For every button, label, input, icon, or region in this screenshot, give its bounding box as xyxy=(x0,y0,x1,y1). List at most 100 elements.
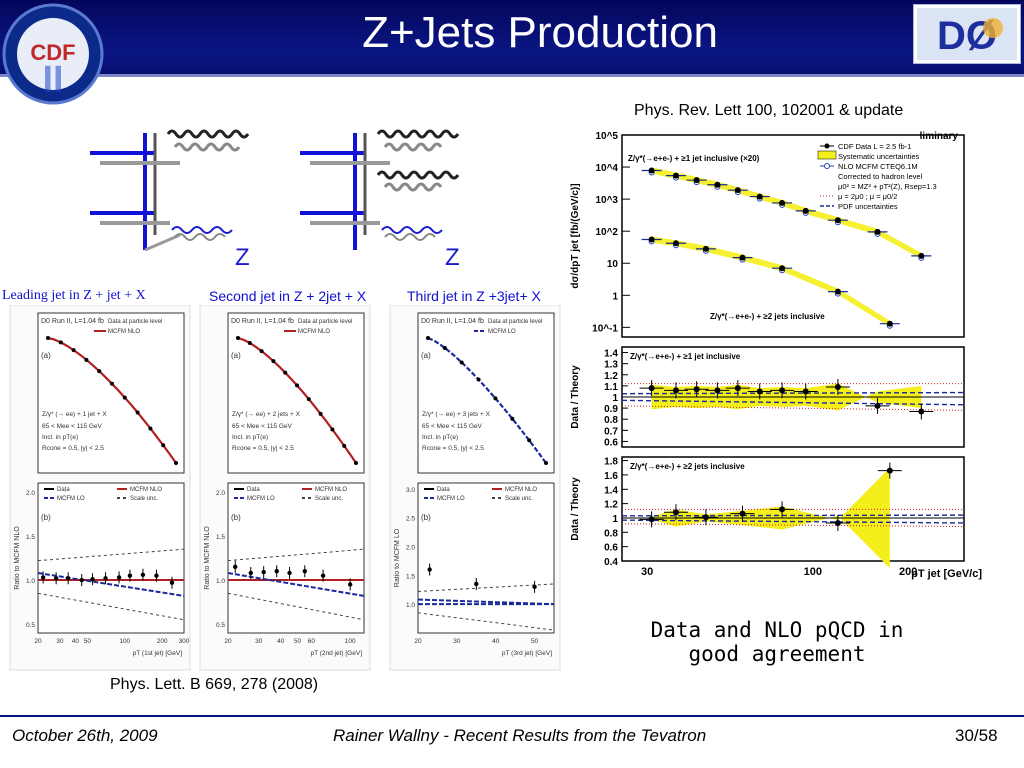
d0-ratio-xtick: 20 xyxy=(414,638,422,645)
cdf-top-ytick: 10^2 xyxy=(595,227,618,238)
cdf-ratio-2jet-ytick: 0.6 xyxy=(604,543,618,554)
d0-ratio-legend-label: MCFM LO xyxy=(437,496,465,502)
cdf-ratio-1jet-point xyxy=(672,387,679,394)
d0-ratio-lo-line xyxy=(417,598,555,606)
cdf-legend-label: μ = 2μ0 ; μ = μ0/2 xyxy=(838,192,897,201)
d0-ratio-xtick: 50 xyxy=(531,638,539,645)
d0-ratio-frame xyxy=(417,482,555,634)
cdf-legend-label: CDF Data L = 2.5 fb-1 xyxy=(838,142,911,151)
d0-header: D0 Run II, L=1.04 fb xyxy=(41,318,104,325)
leading-jet-caption: Leading jet in Z + jet + X xyxy=(2,288,146,303)
d0-xsec-point xyxy=(259,349,264,354)
d0-top-frame xyxy=(227,312,365,474)
d0-xsec-point xyxy=(97,369,102,374)
d0-scale-unc-lower xyxy=(227,592,365,621)
cdf-legend-entry: CDF Data L = 2.5 fb-1 xyxy=(820,142,911,151)
cdf-top-ytick: 10^3 xyxy=(595,195,618,206)
cdf-ratio-1jet-ytick: 0.7 xyxy=(604,426,618,437)
cdf-1jet-label: Z/γ*(→e+e-) + ≥1 jet inclusive (×20) xyxy=(628,154,760,163)
d0-ratio-legend-label: MCFM NLO xyxy=(505,487,537,493)
d0-xsec-point xyxy=(174,461,178,465)
d0-scale-unc-upper xyxy=(417,583,555,592)
d0-ratio-legend-label: MCFM NLO xyxy=(315,487,347,493)
d0-cut-label: 65 < Mee < 115 GeV xyxy=(422,423,483,430)
d0-cut-label: Incl. in pT(e) xyxy=(42,434,78,441)
cdf-legend-label: Systematic uncertainties xyxy=(838,152,920,161)
cdf-ratio-1jet-pdf-lower xyxy=(621,399,965,406)
cdf-ratio-2jet-point xyxy=(702,514,709,521)
d0-ratio-legend-label: MCFM LO xyxy=(57,496,85,502)
d0-cut-label: Rcone = 0.5, |y| < 2.5 xyxy=(422,445,484,452)
cdf-ratio-1jet-point xyxy=(802,388,809,395)
cdf-legend-swatch xyxy=(824,143,830,149)
d0-xsec-point xyxy=(71,348,76,353)
cdf-ratio-2jet-point xyxy=(648,516,655,523)
d0-ratio-xtick: 300 xyxy=(179,638,190,645)
d0-ratio-point xyxy=(169,580,175,585)
cdf-data-point xyxy=(693,177,700,184)
d0-ratio-legend-label: Data xyxy=(437,487,450,493)
d0-process-label: Z/γ* (→ ee) + 3 jets + X xyxy=(422,411,491,418)
d0-ratio-point xyxy=(127,573,133,578)
d0-xsec-point xyxy=(271,359,276,364)
d0-panel-1: D0 Run II, L=1.04 fb (a) Data at particle … xyxy=(9,305,191,671)
cdf-ratio-2jet-ytick: 0.8 xyxy=(604,528,618,539)
d0-xsec-point xyxy=(135,410,140,415)
cdf-ratio-2jet-ylabel: Data / Theory xyxy=(570,477,581,541)
d0-xsec-point xyxy=(442,345,447,350)
cdf-ratio-1jet-scale-lower xyxy=(621,405,965,411)
d0-scale-unc-upper xyxy=(37,548,185,562)
d0-ratio-xlabel: pT (1st jet) [GeV] xyxy=(133,650,183,657)
d0-xsec-point xyxy=(306,397,311,402)
d0-xsec-point xyxy=(493,396,498,401)
z-boson-label-1: Z xyxy=(235,244,250,271)
cdf-ratio-2jet-point xyxy=(886,467,893,474)
d0-ratio-ytick: 1.0 xyxy=(26,578,35,585)
d0-ratio-point xyxy=(287,570,292,576)
cdf-data-point xyxy=(874,228,881,235)
d0-ratio-xtick: 200 xyxy=(157,638,168,645)
d0-ratio-ytick: 1.0 xyxy=(406,602,415,609)
cdf-ratio-2jet-point xyxy=(672,509,679,516)
cdf-xtick: 200 xyxy=(899,566,917,578)
cdf-data-point xyxy=(779,265,786,272)
d0-ratio-xlabel: pT (2nd jet) [GeV] xyxy=(310,650,362,657)
d0-ratio-frame xyxy=(227,482,365,634)
cdf-top-ytick: 10^4 xyxy=(595,163,618,174)
cdf-ratio-2jet-ytick: 1 xyxy=(612,514,618,525)
cdf-ratio-1jet-ytick: 0.6 xyxy=(604,437,618,448)
cdf-logo-text: CDF xyxy=(30,40,75,65)
cdf-xlabel: pT jet [GeV/c] xyxy=(911,568,982,580)
cdf-ratio-1jet-pdf-upper xyxy=(621,391,965,395)
d0-ratio-point xyxy=(53,576,59,581)
d0-ratio-legend-label: Data xyxy=(57,487,70,493)
d0-ratio-point xyxy=(474,581,479,587)
cdf-data-point xyxy=(739,254,746,261)
d0-scale-unc-lower xyxy=(417,612,555,631)
d0-plots: D0 Run II, L=1.04 fb (a) Data at particle … xyxy=(9,305,561,671)
d0-ratio-lo-line xyxy=(37,572,185,597)
cdf-ratio-2jet-ytick: 1.8 xyxy=(604,457,618,468)
cdf-top-frame xyxy=(621,134,965,338)
cdf-ratio-1jet-ytick: 1.3 xyxy=(604,360,618,371)
d0-ratio-point xyxy=(261,569,266,575)
d0-process-label: Z/γ* (→ ee) + 2 jets + X xyxy=(232,411,301,418)
d0-ratio-ytick: 3.0 xyxy=(406,487,415,494)
d0-scale-unc-lower xyxy=(37,592,185,621)
cdf-ratio-1jet-point xyxy=(714,387,721,394)
d0-ratio-point xyxy=(79,577,84,583)
cdf-legend-swatch xyxy=(817,150,837,160)
cdf-top-ytick: 10^5 xyxy=(595,131,618,142)
cdf-preliminary-label: liminary xyxy=(920,131,959,142)
d0-ratio-point xyxy=(103,576,108,581)
d0-xsec-point xyxy=(247,340,252,345)
cdf-ratio-1jet-ytick: 0.8 xyxy=(604,415,618,426)
cdf-legend-label: PDF uncertainties xyxy=(838,202,898,211)
d0-ratio-point xyxy=(427,567,432,572)
d0-legend-data: Data at particle level xyxy=(108,319,162,325)
cdf-ratio-2jet-point xyxy=(779,506,786,513)
d0-xsec-point xyxy=(330,427,335,432)
cdf-xtick: 100 xyxy=(804,566,822,578)
cdf-data-point xyxy=(834,217,841,224)
d0-xsec-point xyxy=(161,443,166,448)
